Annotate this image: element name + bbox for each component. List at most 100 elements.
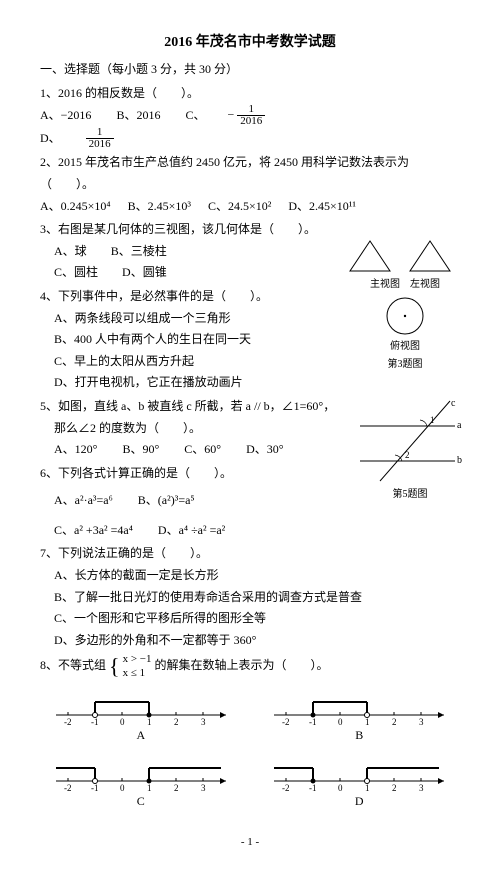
- q1-stem: 1、2016 的相反数是（ ）。: [40, 83, 460, 105]
- svg-text:3: 3: [419, 783, 424, 791]
- q1-opt-d: D、 1 2016: [40, 127, 158, 150]
- page-footer: - 1 -: [40, 833, 460, 853]
- opt-label-d: D: [258, 791, 460, 813]
- question-4: 主视图 左视图 俯视图 第3题图 4、下列事件中，是必然事件的是（ ）。 A、两…: [40, 286, 460, 394]
- q5-opt-b: B、90°: [122, 439, 159, 461]
- svg-text:0: 0: [120, 783, 125, 791]
- numline-c: -2-10123 C: [40, 756, 242, 813]
- numberline-a-icon: -2 -1 0 1 2 3: [46, 690, 236, 725]
- q7-options: A、长方体的截面一定是长方形 B、了解一批日光灯的使用寿命适合采用的调查方式是普…: [54, 565, 460, 651]
- q3-opt-a: A、球: [54, 244, 87, 258]
- question-6: 6、下列各式计算正确的是（ ）。 A、a²·a³=a⁶ B、(a²)³=a⁵ C…: [40, 463, 460, 542]
- fig-label-top: 俯视图: [340, 338, 470, 356]
- q1-opt-c: C、− 1 2016: [185, 104, 309, 127]
- q8-line2: x ≤ 1: [123, 667, 146, 679]
- q1-opt-a: A、−2016: [40, 105, 91, 127]
- question-2: 2、2015 年茂名市生产总值约 2450 亿元，将 2450 用科学记数法表示…: [40, 152, 460, 217]
- q7-opt-d: D、多边形的外角和不一定都等于 360°: [54, 630, 460, 652]
- opt-label-a: A: [40, 725, 242, 747]
- q6-opt-b: B、(a²)³=a⁵: [138, 490, 195, 512]
- numline-d: -2 -1 0 1 2 3 D: [258, 756, 460, 813]
- svg-text:-2: -2: [282, 783, 290, 791]
- svg-text:-1: -1: [309, 783, 317, 791]
- frac-den: 2016: [86, 139, 114, 150]
- svg-text:-1: -1: [91, 717, 99, 725]
- numline-a: -2 -1 0 1 2 3 A: [40, 690, 242, 747]
- circle-top-view-icon: [380, 294, 430, 338]
- fig-label-side: 左视图: [410, 279, 440, 290]
- question-1: 1、2016 的相反数是（ ）。 A、−2016 B、2016 C、− 1 20…: [40, 83, 460, 151]
- svg-text:c: c: [451, 398, 456, 409]
- q1-d-pre: D、: [40, 128, 61, 150]
- q3-opt-b: B、三棱柱: [111, 244, 167, 258]
- svg-text:1: 1: [365, 783, 370, 791]
- q8-pre: 8、不等式组: [40, 658, 106, 672]
- numline-b: -2 -1 0 1 2 3 B: [258, 690, 460, 747]
- q6-options-row2: C、a² +3a² =4a⁴ D、a⁴ ÷a² =a²: [54, 520, 460, 542]
- q3-opt-c: C、圆柱: [54, 265, 98, 279]
- svg-text:2: 2: [174, 717, 179, 725]
- fig-label-front: 主视图: [370, 279, 400, 290]
- svg-text:1: 1: [365, 717, 370, 725]
- svg-text:-1: -1: [91, 783, 99, 791]
- svg-text:0: 0: [338, 717, 343, 725]
- numline-row-2: -2 -1 0 1 2 3 C -2 -1 0 1 2 3: [40, 756, 460, 813]
- q6-stem: 6、下列各式计算正确的是（ ）。: [40, 463, 460, 485]
- numberline-c-icon: -2-10123: [46, 756, 236, 791]
- q4-opt-d: D、打开电视机，它正在播放动画片: [54, 372, 460, 394]
- q2-opt-a: A、0.245×10⁴: [40, 196, 111, 218]
- brace-icon: {: [109, 654, 120, 679]
- fraction: 1 2016: [86, 127, 136, 150]
- q3-figure: 主视图 左视图 俯视图 第3题图: [340, 236, 470, 374]
- triangle-views-icon: [345, 236, 465, 276]
- numberline-b-icon: -2 -1 0 1 2 3: [264, 690, 454, 725]
- svg-text:3: 3: [419, 717, 424, 725]
- svg-text:0: 0: [120, 717, 125, 725]
- q7-opt-b: B、了解一批日光灯的使用寿命适合采用的调查方式是普查: [54, 587, 460, 609]
- page-title: 2016 年茂名市中考数学试题: [40, 30, 460, 55]
- q6-options-row1: A、a²·a³=a⁶ B、(a²)³=a⁵: [54, 490, 460, 512]
- svg-text:-2: -2: [282, 717, 290, 725]
- q2-opt-b: B、2.45×10³: [128, 196, 191, 218]
- q2-opt-d: D、2.45×10¹¹: [288, 196, 356, 218]
- opt-label-c: C: [40, 791, 242, 813]
- fraction: 1 2016: [237, 104, 287, 127]
- q7-opt-a: A、长方体的截面一定是长方形: [54, 565, 460, 587]
- svg-text:1: 1: [147, 717, 152, 725]
- svg-text:2: 2: [174, 783, 179, 791]
- svg-text:-1: -1: [309, 717, 317, 725]
- q2-opt-c: C、24.5×10²: [208, 196, 271, 218]
- svg-text:0: 0: [338, 783, 343, 791]
- opt-label-b: B: [258, 725, 460, 747]
- q2-options: A、0.245×10⁴ B、2.45×10³ C、24.5×10² D、2.45…: [40, 196, 460, 218]
- q2-stem: 2、2015 年茂名市生产总值约 2450 亿元，将 2450 用科学记数法表示…: [40, 152, 460, 195]
- q1-options: A、−2016 B、2016 C、− 1 2016 D、 1 2016: [40, 104, 460, 150]
- q1-c-pre: C、: [185, 105, 205, 127]
- q6-opt-d: D、a⁴ ÷a² =a²: [158, 520, 225, 542]
- q6-opt-a: A、a²·a³=a⁶: [54, 490, 113, 512]
- q8-post: 的解集在数轴上表示为（ ）。: [155, 658, 329, 672]
- q6-opt-c: C、a² +3a² =4a⁴: [54, 520, 133, 542]
- q7-stem: 7、下列说法正确的是（ ）。: [40, 543, 460, 565]
- svg-text:3: 3: [201, 783, 206, 791]
- svg-text:-2: -2: [64, 717, 72, 725]
- question-8: 8、不等式组 { x > −1 x ≤ 1 的解集在数轴上表示为（ ）。 -2-…: [40, 653, 460, 813]
- svg-text:1: 1: [430, 415, 435, 425]
- frac-den: 2016: [237, 116, 265, 127]
- q5-opt-a: A、120°: [54, 439, 97, 461]
- q1-opt-b: B、2016: [116, 105, 160, 127]
- svg-text:2: 2: [392, 783, 397, 791]
- svg-text:2: 2: [392, 717, 397, 725]
- svg-text:-2: -2: [64, 783, 72, 791]
- question-5: 5、如图，直线 a、b 被直线 c 所截，若 a // b，∠1=60°， 那么…: [40, 396, 460, 461]
- svg-text:3: 3: [201, 717, 206, 725]
- q3-opt-d: D、圆锥: [122, 265, 167, 279]
- svg-text:a: a: [457, 420, 462, 431]
- numline-row-1: -2 -1 0 1 2 3 A -2 -1 0 1 2 3 B: [40, 690, 460, 747]
- svg-text:2: 2: [405, 450, 410, 460]
- q7-opt-c: C、一个图形和它平移后所得的图形全等: [54, 608, 460, 630]
- q5-opt-c: C、60°: [184, 439, 221, 461]
- q5-opt-d: D、30°: [246, 439, 283, 461]
- numberline-d-icon: -2 -1 0 1 2 3: [264, 756, 454, 791]
- question-7: 7、下列说法正确的是（ ）。 A、长方体的截面一定是长方形 B、了解一批日光灯的…: [40, 543, 460, 651]
